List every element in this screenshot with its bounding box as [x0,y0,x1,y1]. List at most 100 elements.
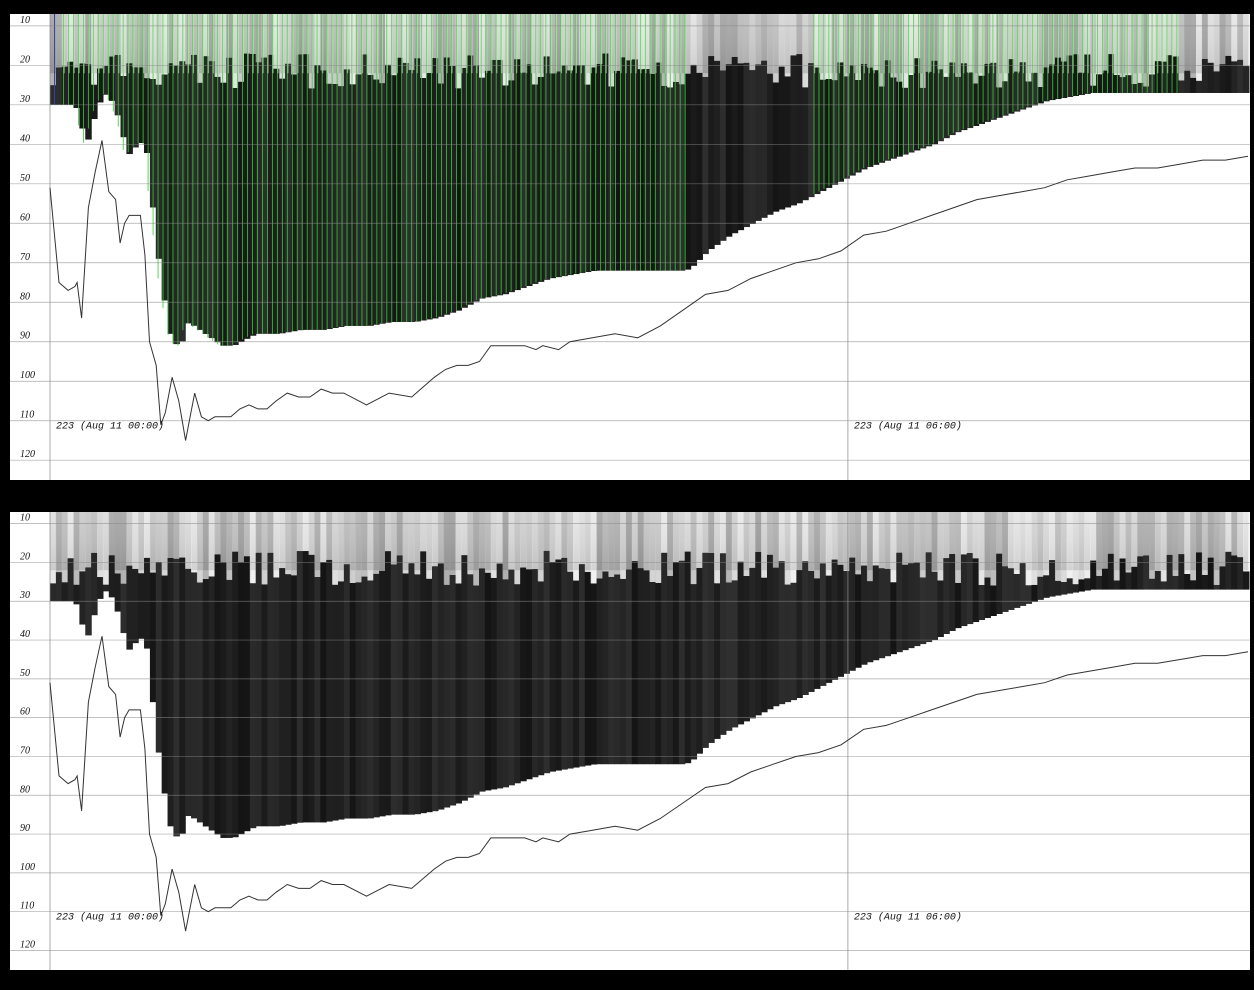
echo-column [743,575,750,722]
surface-column [778,512,786,562]
echo-column [1137,82,1144,93]
echo-column [1002,566,1009,612]
echo-column [267,552,274,827]
echo-column [819,563,827,686]
selected-ping-surface [605,14,607,74]
surface-column [326,512,333,560]
echo-column [573,580,580,768]
y-tick-label: 10 [20,513,30,524]
surface-column [1207,14,1215,63]
selected-ping-surface [356,14,359,74]
echo-column [261,584,269,827]
surface-column [126,14,133,64]
echo-column [1054,57,1062,100]
echo-column [690,64,698,266]
surface-column [1078,14,1085,73]
echo-column [943,76,950,139]
echo-column [1154,61,1162,93]
echo-column [285,63,292,333]
echo-column [708,552,715,743]
echo-column [302,54,310,330]
surface-column [561,512,568,558]
echo-column [1037,576,1044,600]
echo-column [766,554,774,710]
selected-ping-surface [1107,14,1109,74]
echo-column [725,582,733,731]
selected-ping-surface [983,14,985,74]
echo-column [61,582,69,602]
echo-column [1219,566,1226,590]
echo-column [708,56,715,250]
echo-column [1225,551,1232,590]
surface-column [672,512,680,563]
surface-column [996,512,1003,554]
surface-column [179,512,186,558]
surface-column [614,512,621,575]
surface-column [355,512,363,583]
y-tick-label: 100 [20,370,35,381]
surface-column [1137,14,1144,83]
surface-column [884,14,892,61]
surface-column [737,14,745,64]
surface-column [202,14,210,57]
echo-column [1013,573,1021,608]
selected-ping-surface [332,14,334,74]
selected-ping-surface [456,14,458,74]
echo-column [743,62,750,228]
surface-column [814,14,821,68]
surface-column [537,512,545,582]
echo-column [1243,66,1250,93]
selected-ping-surface [1017,14,1020,74]
selected-ping-surface [113,14,115,74]
echo-column [520,567,527,782]
surface-column [1002,512,1009,567]
echo-column [67,558,75,602]
surface-column [449,14,457,66]
echo-column [349,84,357,326]
echo-column [514,59,521,291]
echo-column [290,74,298,332]
echo-column [843,570,850,674]
surface-column [690,512,698,585]
surface-column [649,512,656,582]
echo-column [1178,80,1185,93]
surface-column [402,14,410,63]
selected-ping-surface [883,14,885,74]
surface-column [279,512,286,569]
selected-ping-surface [252,14,254,74]
echo-column [332,83,339,329]
surface-column [1037,512,1044,577]
echo-column [1060,61,1068,99]
echo-column [531,569,539,778]
echo-column [1043,67,1050,102]
surface-column [273,14,280,69]
selected-ping-surface [247,14,249,74]
echogram-panel-bottom: 10 20 30 40 50 60 70 80 90 100 110 120 223 (Aug 11 0… [10,512,1250,970]
echo-column [108,56,116,101]
surface-column [1207,512,1215,558]
surface-column [1119,512,1127,559]
echo-column [578,564,586,767]
surface-column [555,14,562,72]
surface-column [1178,512,1185,555]
echo-column [608,86,615,271]
surface-column [1101,512,1109,569]
selected-ping-surface [973,14,975,74]
echo-column [1213,71,1221,93]
echo-column [238,562,245,835]
surface-column [367,512,374,581]
surface-column [667,512,674,576]
echo-column [737,561,745,725]
echo-column [261,57,269,334]
surface-column [931,14,939,61]
surface-column [285,512,292,575]
selected-ping-surface [416,14,418,74]
selected-ping-surface [526,14,528,74]
selected-ping-surface [535,14,538,74]
selected-ping-surface [158,14,160,74]
surface-column [426,512,433,579]
echo-column [990,585,997,616]
selected-ping-surface [988,14,990,74]
echo-column [97,68,104,103]
selected-ping-surface [1087,14,1089,74]
